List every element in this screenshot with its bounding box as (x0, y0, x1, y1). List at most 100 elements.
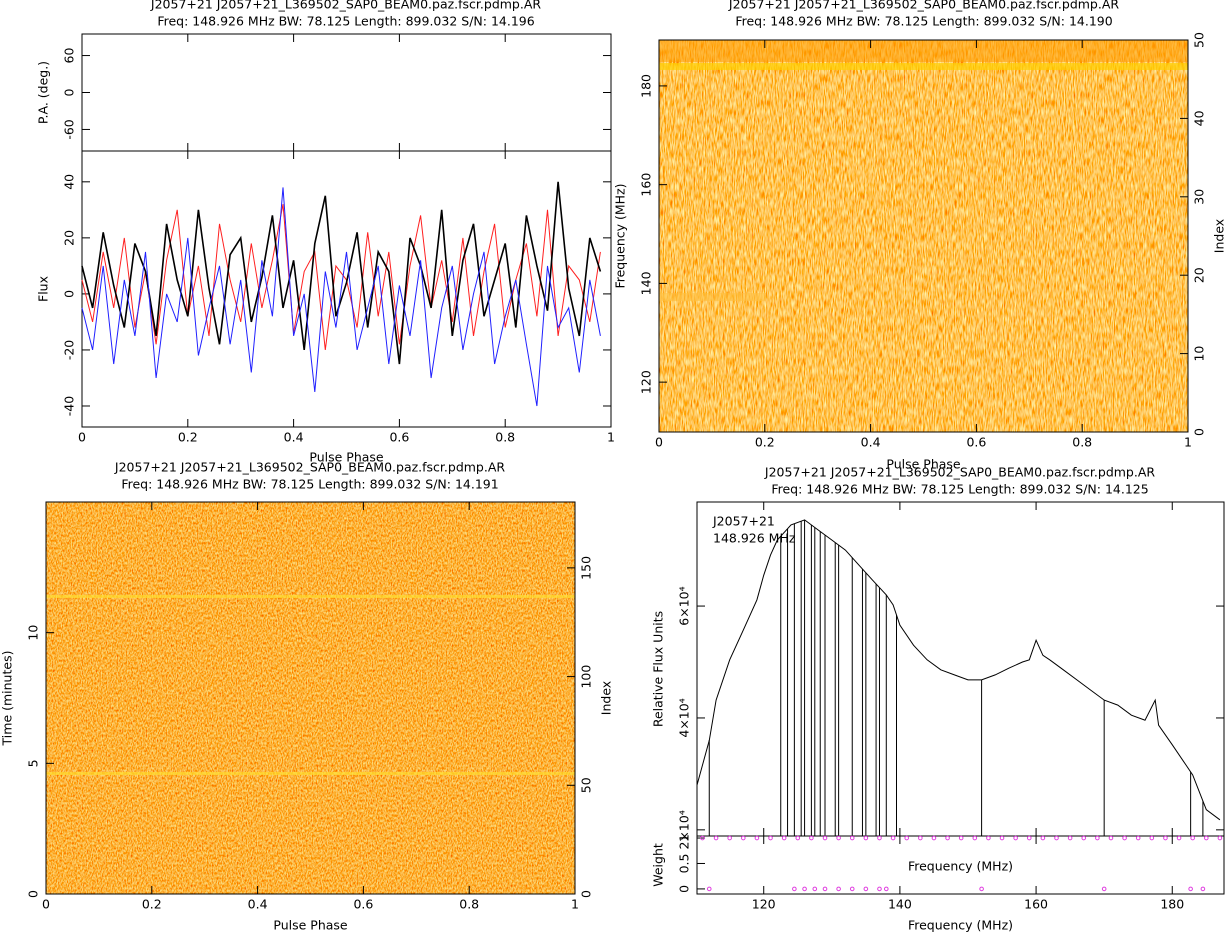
y-tick-label: 4×10⁴ (677, 698, 692, 737)
y-tick-label: -60 (62, 119, 77, 139)
weight-point (979, 886, 984, 892)
weight-point (1101, 886, 1107, 892)
weight-point (1200, 886, 1206, 892)
x-axis-label: Frequency (MHz) (908, 918, 1013, 933)
x-tick-label: 180 (1160, 897, 1184, 912)
x-tick-label: 1 (571, 897, 579, 912)
weight-point (877, 835, 882, 841)
axis-label: Relative Flux Units (651, 611, 666, 727)
x-axis-label: Frequency (MHz) (908, 859, 1013, 874)
y-tick-label: 180 (639, 74, 654, 98)
plot-frame (696, 501, 1225, 837)
y-tick-label: 150 (579, 556, 594, 580)
weight-point (1203, 835, 1209, 841)
weight-point (781, 835, 787, 841)
axis-label: Flux (36, 276, 51, 302)
y-tick-label: 0 (26, 890, 41, 898)
weight-point (883, 886, 889, 892)
weight-point (1067, 835, 1073, 841)
weight-point (890, 835, 896, 841)
y-tick-label: 40 (62, 174, 77, 190)
weight-point (1026, 835, 1032, 841)
weight-point (1176, 835, 1182, 841)
weight-point (792, 886, 797, 892)
weight-point (836, 886, 841, 892)
y-tick-label: 5 (26, 759, 41, 767)
weight-point (706, 886, 712, 892)
flux-line (81, 181, 602, 365)
plot-frame (45, 501, 576, 895)
weight-point (700, 835, 705, 841)
weight-point (958, 835, 964, 841)
weight-point (802, 886, 807, 892)
weight-point (836, 835, 841, 841)
y-tick-label: 20 (1192, 267, 1207, 283)
weight-point (1190, 835, 1195, 841)
x-axis-label: Pulse Phase (886, 457, 961, 472)
x-tick-label: 0.2 (178, 430, 198, 445)
weight-point (740, 835, 746, 841)
weight-point (1013, 835, 1018, 841)
chart-title: J2057+21 J2057+21_L369502_SAP0_BEAM0.paz… (764, 465, 1155, 480)
weight-point (1217, 835, 1223, 841)
weight-point (822, 886, 828, 892)
axis-label: Weight (651, 843, 666, 887)
weight-point (972, 835, 978, 841)
x-tick-label: 1 (1184, 435, 1192, 450)
weight-point (999, 835, 1005, 841)
x-tick-label: 0 (78, 430, 86, 445)
weight-point (1149, 835, 1155, 841)
weight-point (945, 835, 950, 841)
x-tick-label: 160 (1024, 897, 1048, 912)
weight-point (877, 886, 882, 892)
chart-title: J2057+21 J2057+21_L369502_SAP0_BEAM0.paz… (114, 460, 505, 475)
plot-frame (81, 33, 612, 152)
axis-label: P.A. (deg.) (36, 61, 51, 124)
y-tick-label: 10 (1192, 346, 1207, 362)
x-tick-label: 0.8 (495, 430, 515, 445)
x-tick-label: 0.6 (389, 430, 409, 445)
x-tick-label: 0 (42, 897, 50, 912)
x-tick-label: 0.2 (142, 897, 162, 912)
y-tick-label: 120 (639, 370, 654, 394)
weight-point (795, 835, 801, 841)
x-tick-label: 0.6 (966, 435, 986, 450)
y-tick-label: 30 (1192, 189, 1207, 205)
y-tick-label: 50 (579, 777, 594, 793)
weight-point (1081, 835, 1087, 841)
y-tick-label: 0 (62, 88, 77, 96)
x-tick-label: 0.4 (861, 435, 881, 450)
y-tick-label: 0.5 (677, 854, 692, 874)
weight-point (1122, 835, 1127, 841)
y-tick-label: 50 (1192, 32, 1207, 48)
x-axis-label: Pulse Phase (309, 450, 384, 465)
y-tick-label: 2×10⁴ (677, 810, 692, 849)
axis-label: Time (minutes) (0, 651, 15, 747)
axis-label: Index (1212, 219, 1226, 253)
y-tick-label: 100 (579, 665, 594, 689)
weight-point (727, 835, 732, 841)
y-tick-label: 6×10⁴ (677, 586, 692, 625)
weight-point (812, 886, 818, 892)
flux-line (81, 187, 601, 407)
y-tick-label: 60 (62, 48, 77, 64)
chart-title: J2057+21 J2057+21_L369502_SAP0_BEAM0.paz… (728, 0, 1119, 12)
x-tick-label: 0.8 (1072, 435, 1092, 450)
y-tick-label: 0 (579, 890, 594, 898)
x-tick-label: 120 (752, 897, 776, 912)
y-tick-label: 20 (62, 230, 77, 246)
y-tick-label: 10 (26, 625, 41, 641)
y-tick-label: 1 (677, 834, 692, 842)
x-tick-label: 140 (888, 897, 912, 912)
y-tick-label: -40 (62, 396, 77, 416)
spectrum-line (696, 519, 1221, 821)
heatmap-texture (46, 40, 1188, 894)
weight-point (809, 835, 814, 841)
x-tick-label: 0.4 (248, 897, 268, 912)
weight-point (931, 835, 937, 841)
y-tick-label: -20 (62, 340, 77, 360)
x-tick-label: 0 (655, 435, 663, 450)
weight-point (1040, 835, 1046, 841)
annotation: 148.926 MHz (713, 531, 796, 546)
axis-label: Frequency (MHz) (613, 183, 628, 288)
